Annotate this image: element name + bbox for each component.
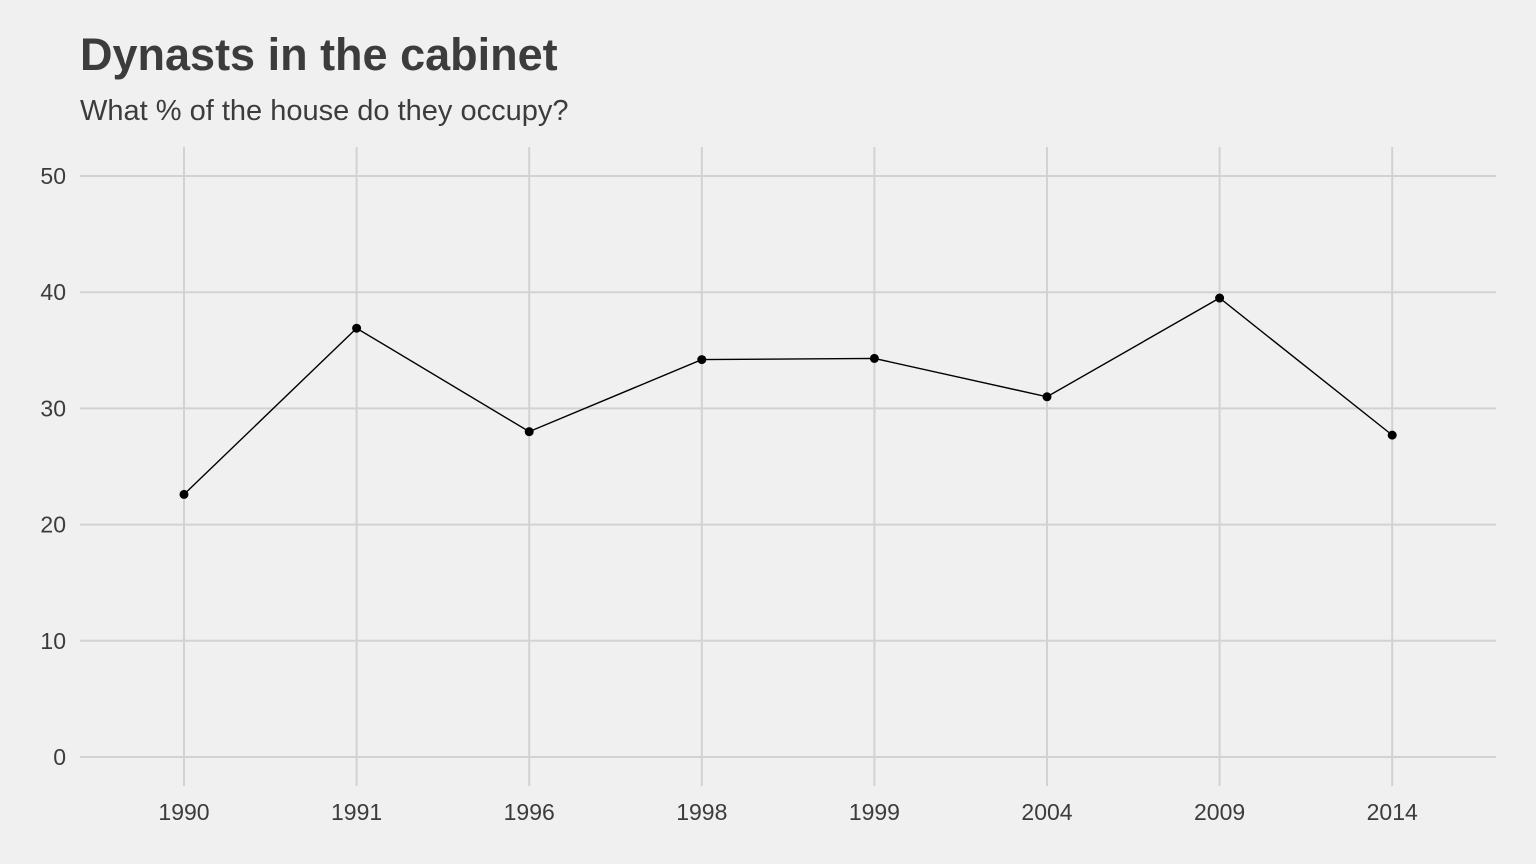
- x-tick-label: 2004: [1021, 799, 1072, 825]
- y-tick-label: 30: [40, 395, 66, 421]
- data-point: [1215, 293, 1225, 303]
- x-tick-label: 1990: [158, 799, 209, 825]
- x-tick-label: 1999: [849, 799, 900, 825]
- y-tick-label: 0: [53, 744, 66, 770]
- data-point: [1387, 430, 1397, 440]
- y-tick-label: 40: [40, 279, 66, 305]
- data-point: [524, 427, 534, 437]
- x-axis-ticks: 1990 1991 1996 1998 1999 2004 2009 2014: [158, 799, 1418, 825]
- y-tick-label: 20: [40, 512, 66, 538]
- data-point: [869, 353, 879, 363]
- x-gridlines: [183, 147, 1394, 786]
- x-tick-label: 1991: [331, 799, 382, 825]
- y-gridlines: [80, 175, 1496, 758]
- data-point: [179, 489, 189, 499]
- x-tick-label: 2014: [1367, 799, 1418, 825]
- x-tick-label: 1996: [504, 799, 555, 825]
- x-tick-label: 1998: [676, 799, 727, 825]
- series-line: [183, 297, 1393, 495]
- chart-subtitle: What % of the house do they occupy?: [80, 95, 569, 127]
- data-point: [697, 355, 707, 365]
- x-tick-label: 2009: [1194, 799, 1245, 825]
- chart-title: Dynasts in the cabinet: [80, 29, 558, 80]
- y-axis-ticks: 0 10 20 30 40 50: [40, 163, 66, 770]
- data-series: [179, 293, 1397, 499]
- data-point: [352, 323, 362, 333]
- y-tick-label: 50: [40, 163, 66, 189]
- y-tick-label: 10: [40, 628, 66, 654]
- data-point: [1042, 392, 1052, 402]
